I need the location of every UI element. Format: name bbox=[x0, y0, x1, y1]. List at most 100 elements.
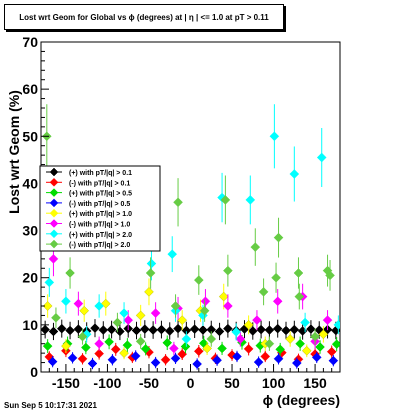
legend-entry: (+) with pT/|q| > 0.1 bbox=[69, 170, 132, 177]
data-point bbox=[232, 351, 242, 362]
data-point bbox=[217, 343, 227, 354]
x-tick-label: -150 bbox=[52, 375, 80, 391]
data-point bbox=[193, 275, 204, 285]
page-title: Lost wrt Geom for Global vs ϕ (degrees) … bbox=[19, 12, 269, 22]
data-point bbox=[67, 353, 78, 363]
data-point bbox=[315, 342, 325, 352]
data-point bbox=[293, 268, 304, 278]
data-point bbox=[310, 331, 320, 342]
legend-marker bbox=[49, 208, 59, 218]
data-point bbox=[264, 325, 275, 335]
data-point bbox=[56, 323, 67, 334]
legend-box bbox=[39, 165, 161, 252]
data-point bbox=[41, 324, 51, 335]
data-point bbox=[252, 315, 262, 325]
data-point bbox=[94, 348, 104, 359]
data-point bbox=[192, 359, 202, 369]
data-point bbox=[231, 327, 242, 337]
data-point bbox=[258, 287, 269, 297]
data-point bbox=[316, 152, 327, 163]
data-point bbox=[145, 268, 156, 278]
data-point bbox=[243, 344, 254, 354]
y-tick-label: 10 bbox=[22, 317, 38, 333]
data-point bbox=[94, 338, 104, 349]
data-point bbox=[291, 358, 302, 368]
data-point bbox=[322, 315, 333, 325]
legend: (+) with pT/|q| > 0.1 (-) with pT/|q| > 0… bbox=[39, 165, 161, 252]
legend-entry: (-) with pT/|q| > 2.0 bbox=[69, 242, 130, 249]
y-tick-label: 30 bbox=[22, 223, 38, 239]
x-tick-label: 150 bbox=[303, 375, 327, 391]
data-point bbox=[156, 324, 167, 335]
data-point bbox=[180, 341, 191, 352]
data-point bbox=[223, 301, 233, 311]
data-point bbox=[223, 265, 233, 276]
data-point bbox=[122, 340, 133, 350]
data-point bbox=[48, 254, 59, 264]
title-box: Lost wrt Geom for Global vs ϕ (degrees) … bbox=[4, 4, 284, 30]
data-point bbox=[264, 338, 275, 349]
data-point bbox=[198, 325, 208, 335]
data-point bbox=[289, 324, 300, 335]
x-tick-label: 0 bbox=[187, 375, 195, 391]
y-tick-label: 70 bbox=[22, 34, 38, 50]
data-point bbox=[301, 345, 312, 356]
data-point bbox=[220, 195, 231, 205]
legend-entry: (+) with pT/|q| > 2.0 bbox=[69, 232, 132, 239]
data-point bbox=[212, 355, 222, 366]
x-tick-label: -100 bbox=[93, 375, 121, 391]
data-point bbox=[214, 326, 225, 337]
data-point bbox=[173, 323, 183, 334]
data-point bbox=[110, 344, 121, 355]
data-point bbox=[90, 323, 100, 334]
y-axis-label: Lost wrt Geom (%) bbox=[6, 90, 22, 214]
data-point bbox=[294, 291, 305, 302]
data-point bbox=[306, 324, 316, 334]
data-point bbox=[318, 329, 329, 340]
data-point bbox=[87, 358, 98, 369]
data-point bbox=[289, 169, 300, 179]
data-point bbox=[235, 334, 246, 344]
data-point bbox=[272, 323, 283, 334]
data-point bbox=[295, 338, 305, 349]
data-point bbox=[42, 341, 53, 351]
data-point bbox=[227, 350, 237, 360]
data-point bbox=[81, 329, 92, 340]
data-point bbox=[119, 348, 129, 358]
data-point bbox=[164, 326, 175, 336]
data-point bbox=[271, 272, 281, 283]
data-point bbox=[65, 325, 75, 336]
data-point bbox=[77, 331, 88, 342]
data-point bbox=[167, 249, 178, 259]
data-point bbox=[112, 317, 123, 328]
legend-marker bbox=[49, 177, 59, 187]
data-point bbox=[169, 343, 179, 354]
y-tick-label: 40 bbox=[22, 175, 38, 191]
data-point bbox=[218, 291, 229, 302]
data-point bbox=[206, 334, 217, 344]
y-tick-label: 20 bbox=[22, 270, 38, 286]
data-point bbox=[189, 324, 200, 334]
data-point bbox=[123, 315, 134, 325]
data-point bbox=[311, 352, 322, 363]
data-point bbox=[177, 315, 188, 325]
data-point bbox=[272, 296, 283, 307]
data-point bbox=[42, 301, 53, 311]
data-point bbox=[51, 312, 61, 323]
data-point bbox=[333, 320, 340, 330]
data-point bbox=[135, 310, 146, 321]
data-point bbox=[61, 341, 71, 351]
y-tick-label: 50 bbox=[22, 128, 38, 144]
data-point bbox=[202, 343, 212, 354]
legend-entry: (-) with pT/|q| > 0.1 bbox=[69, 180, 130, 187]
data-point bbox=[148, 325, 158, 335]
y-tick-label: 60 bbox=[22, 81, 38, 97]
data-point bbox=[150, 308, 161, 318]
data-point bbox=[285, 334, 296, 344]
axes: 0 10 20 30 40 50 60 70 -150 -100 -50 0 50 100 150 bbox=[22, 34, 341, 391]
data-point bbox=[80, 342, 91, 353]
data-point bbox=[273, 232, 284, 243]
data-point bbox=[170, 301, 181, 311]
data-point bbox=[273, 353, 284, 364]
data-point bbox=[131, 325, 142, 336]
